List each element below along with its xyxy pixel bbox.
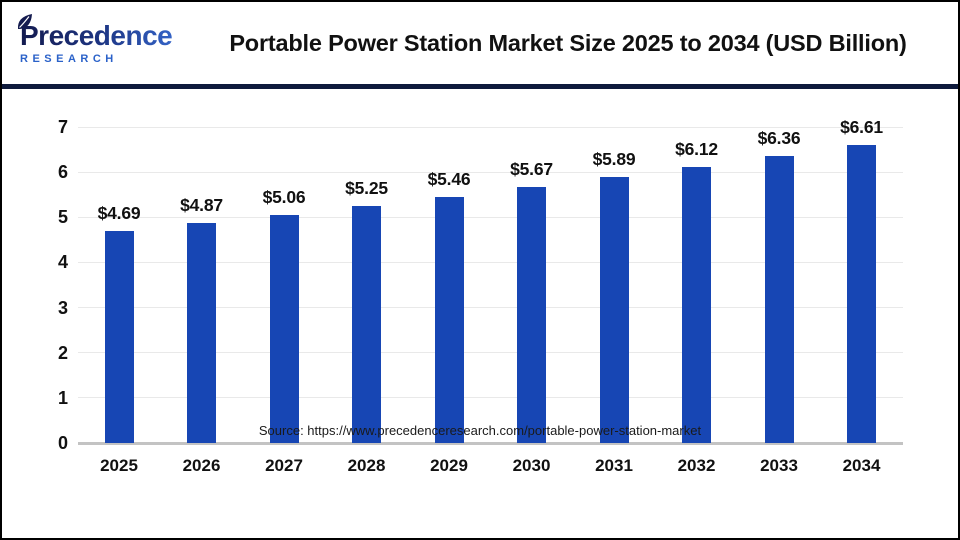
bar [682, 166, 711, 443]
bar [434, 196, 464, 443]
gridline [78, 216, 903, 218]
bar-value-label: $5.67 [510, 159, 553, 180]
bar [599, 177, 629, 443]
x-tick-label: 2030 [512, 456, 551, 475]
bar [764, 155, 794, 443]
y-tick-label: 3 [57, 297, 68, 318]
bar-chart: 0 1 2 3 4 5 6 7 $4.69 2025 $4.87 2026 $5.06 2027 $5.25… [2, 89, 958, 538]
bar [847, 144, 876, 443]
x-tick-label: 2033 [760, 456, 798, 475]
x-tick-label: 2034 [842, 456, 881, 475]
bar [352, 206, 381, 443]
bar-value-label: $4.69 [97, 203, 141, 224]
bar [269, 214, 299, 443]
x-tick-label: 2027 [265, 456, 303, 475]
x-tick-label: 2029 [430, 456, 468, 475]
gridline [78, 307, 903, 309]
bar-value-label: $5.46 [427, 168, 471, 189]
x-tick-label: 2025 [100, 456, 138, 475]
header-divider [2, 84, 958, 89]
x-axis-line [78, 442, 903, 445]
x-tick-label: 2026 [182, 456, 221, 475]
x-tick-label: 2032 [677, 456, 716, 475]
gridline [78, 171, 903, 173]
leaf-icon [17, 13, 32, 29]
y-tick-label: 1 [57, 387, 68, 408]
gridline [78, 352, 903, 354]
bar-value-label: $5.06 [262, 186, 306, 207]
y-tick-label: 0 [57, 433, 68, 453]
bar-value-label: $6.61 [840, 116, 883, 137]
logo-wordmark: Precedence [20, 21, 192, 50]
gridline [78, 397, 903, 399]
y-tick-label: 7 [57, 117, 68, 137]
x-tick-label: 2031 [595, 456, 633, 475]
y-tick-label: 5 [57, 207, 68, 228]
bar [517, 187, 546, 443]
source-text: Source: https://www.precedenceresearch.c… [258, 423, 702, 438]
bar [104, 231, 134, 443]
y-tick-label: 4 [57, 252, 68, 273]
y-tick-label: 2 [57, 342, 68, 363]
bar-value-label: $5.25 [345, 178, 388, 198]
bar [187, 223, 216, 443]
precedence-research-logo: Precedence RESEARCH [17, 13, 192, 65]
header: Precedence RESEARCH Portable Power Stati… [2, 2, 958, 84]
bar-value-label: $6.36 [757, 127, 801, 148]
bar-value-label: $4.87 [180, 195, 223, 216]
gridline [78, 261, 903, 263]
bar-value-label: $6.12 [675, 138, 718, 159]
chart-title: Portable Power Station Market Size 2025 … [229, 29, 907, 56]
logo-subtitle: RESEARCH [20, 52, 118, 65]
gridline [78, 126, 903, 128]
bar-value-label: $5.89 [592, 149, 636, 170]
x-tick-label: 2028 [347, 456, 386, 475]
y-tick-label: 6 [57, 162, 68, 183]
